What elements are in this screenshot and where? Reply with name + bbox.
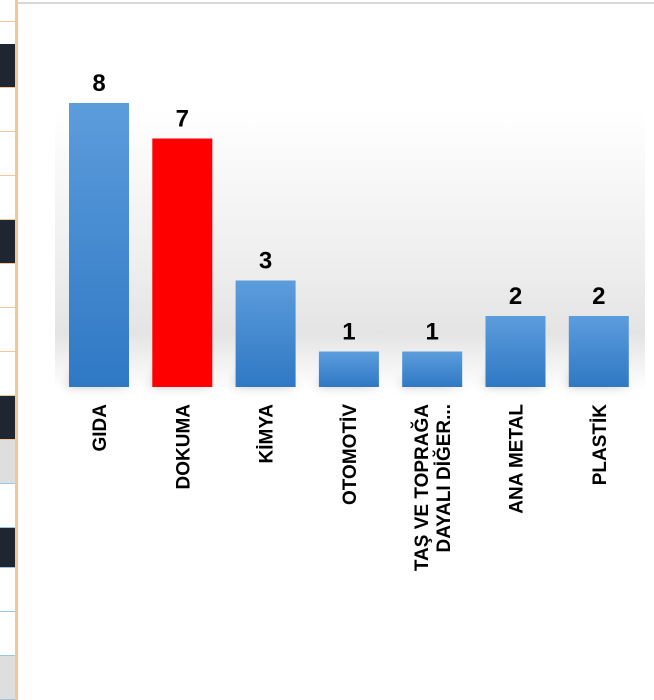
strip-cell [0,612,15,656]
bar [235,280,296,387]
data-label: 2 [509,283,522,310]
bar [152,138,213,387]
strip-cell [0,440,15,484]
data-label: 3 [259,248,272,275]
bar [568,316,629,387]
strip-cell [0,44,15,88]
strip-cell [0,568,15,612]
value-labels-group: 8 7 3 1 1 2 2 [92,70,605,346]
top-divider [18,0,654,4]
data-label: 1 [342,319,355,346]
strip-cell [0,0,15,22]
strip-cell [0,176,15,220]
strip-cell [0,220,15,264]
bar [318,351,379,387]
category-tick-label: KİMYA [257,404,278,464]
category-tick-label: ANA METAL [507,404,528,514]
category-tick-label: DOKUMA [173,404,194,490]
bar [485,316,546,387]
strip-cell [0,352,15,396]
bar [69,103,129,387]
bar [402,351,463,387]
strip-cell [0,308,15,352]
category-tick-label: OTOMOTİV [340,404,361,505]
strip-cell [0,88,15,132]
category-tick-label: TAŞ VE TOPRAĞADAYALI DİĞER... [411,404,455,571]
category-labels-group: GIDA DOKUMA KİMYA OTOMOTİV TAŞ VE TOPRAĞADAY… [90,404,611,572]
data-label: 7 [176,106,189,133]
strip-cell [0,396,15,440]
data-label: 8 [92,70,105,97]
data-label: 2 [592,283,605,310]
strip-cell [0,132,15,176]
bars-group [69,103,629,387]
left-panel-strip [0,0,18,700]
category-tick-label: GIDA [90,404,111,452]
plot-floor-backdrop [55,110,645,390]
strip-cell [0,264,15,308]
strip-cell [0,528,15,568]
strip-cell [0,484,15,528]
data-label: 1 [426,319,439,346]
category-tick-label: PLASTİK [590,404,611,486]
